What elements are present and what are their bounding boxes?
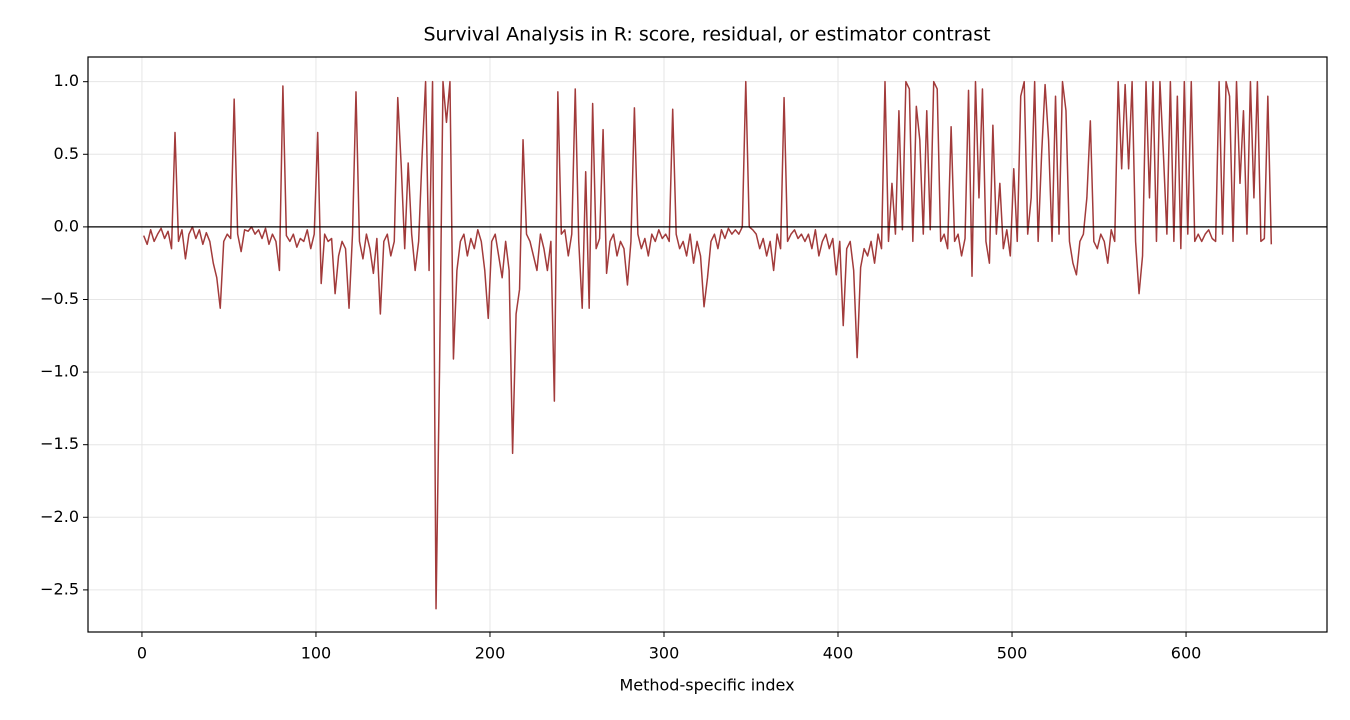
x-tick-label: 600	[1171, 644, 1202, 663]
y-tick-label: −1.5	[40, 434, 79, 453]
plot-frame	[87, 56, 1328, 633]
chart-title: Survival Analysis in R: score, residual,…	[423, 24, 990, 46]
x-tick-label: 0	[137, 644, 147, 663]
y-tick-label: −0.5	[40, 289, 79, 308]
y-tick-label: −1.0	[40, 362, 79, 381]
x-tick-label: 400	[823, 644, 854, 663]
data-line	[142, 80, 1273, 610]
x-tick-label: 100	[301, 644, 332, 663]
x-tick-label: 200	[475, 644, 506, 663]
y-tick-label: 0.5	[54, 144, 79, 163]
y-tick-label: 1.0	[54, 71, 79, 90]
y-tick-label: −2.5	[40, 579, 79, 598]
x-axis-label: Method-specific index	[619, 676, 794, 695]
y-tick-label: −2.0	[40, 507, 79, 526]
y-tick-label: 0.0	[54, 216, 79, 235]
x-tick-label: 300	[649, 644, 680, 663]
x-tick-label: 500	[997, 644, 1028, 663]
